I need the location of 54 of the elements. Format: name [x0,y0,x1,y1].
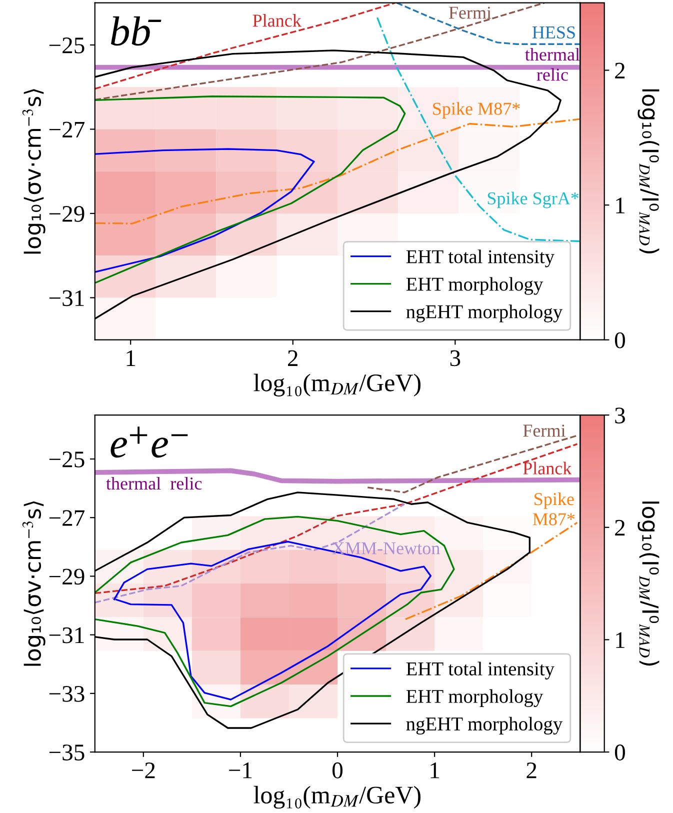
series-label: HESS [532,26,575,39]
y-tick-label: −33 [49,686,84,702]
x-axis-title: log₁₀(m$_{DM}$/GeV) [254,374,420,396]
x-axis-title: log₁₀(m$_{DM}$/GeV) [254,786,420,809]
y-tick-label: −31 [49,290,84,306]
series-label: Spike M87* [433,102,520,119]
color-bar-title: log₁₀(I⁰$_{DM}$/I⁰$_{MAD}$) [638,89,660,254]
line-series [396,2,580,45]
color-bar-label: 2 [615,62,625,78]
x-tick-label: 2 [526,762,536,778]
line-series [94,2,396,90]
x-tick-label: −2 [132,762,155,778]
line-series [94,118,580,224]
series-label: Fermi [523,424,566,437]
y-tick-label: −25 [49,452,84,468]
y-tick-label: −29 [49,206,84,222]
line-series [94,96,406,284]
color-bar-label: 0 [614,744,625,760]
line-series [94,148,315,273]
color-bar-title: log₁₀(I⁰$_{DM}$/I⁰$_{MAD}$) [638,502,660,666]
x-tick-label: 1 [126,350,136,366]
y-tick-label: −29 [49,568,84,585]
color-bar-label: 1 [616,632,624,648]
color-bar-label: 2 [615,520,625,536]
y-tick-label: −31 [49,627,84,644]
x-tick-label: 1 [430,762,440,778]
series-label: XMM-Newton [332,542,440,554]
legend-label: ngEHT morphology [406,716,563,735]
x-tick-label: 0 [332,762,343,778]
color-bar-label: 3 [615,408,625,424]
legend-label: ngEHT morphology [406,304,563,322]
series-label: Spike M87* [532,492,575,526]
y-tick-label: −27 [49,510,84,526]
color-bar-label: 1 [616,198,624,214]
y-tick-label: −25 [49,38,84,54]
x-tick-label: 2 [288,350,298,366]
y-tick-label: −35 [49,744,84,760]
series-label: Planck [523,462,572,474]
chart-title: e$^{+}$e$^{−}$ [110,426,188,458]
color-bar-label: 0 [614,332,625,348]
y-axis-title: log₁₀⟨σv·cm$^{−3}$s⟩ [22,89,46,254]
x-tick-label: −1 [229,762,252,778]
chart-title: bb̄ [111,16,162,46]
legend-label: EHT total intensity [406,662,554,680]
series-label: Planck [252,14,302,27]
series-label: Spike SgrA* [488,192,579,208]
series-label: Fermi [448,6,492,19]
series-label: thermal relic [106,476,202,490]
legend-label: EHT morphology [406,689,544,707]
x-tick-label: 3 [450,350,460,366]
legend-label: EHT morphology [406,277,544,295]
y-axis-title: log₁₀⟨σv·cm$^{−3}$s⟩ [22,501,46,666]
y-tick-label: −27 [49,122,84,138]
legend-label: EHT total intensity [406,250,554,268]
